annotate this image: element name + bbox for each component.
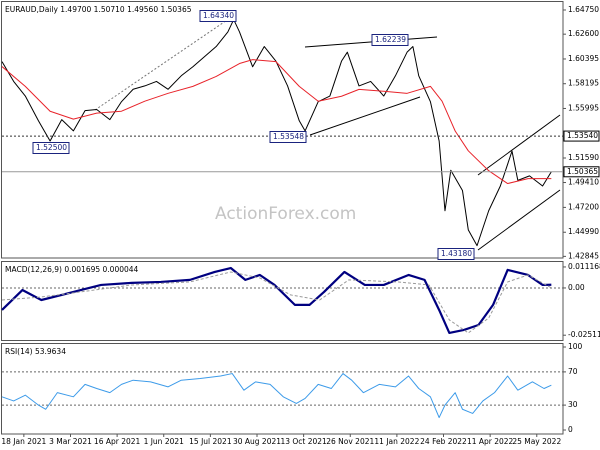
annotation-box	[199, 10, 237, 22]
y-tick-label: 0.011168	[568, 262, 600, 271]
y-tick-label: 70	[568, 367, 578, 376]
annotation-box	[437, 248, 475, 260]
y-tick-label: 1.51590	[568, 153, 599, 162]
annotation: 1.53548	[273, 132, 304, 141]
trend-line	[477, 114, 561, 176]
level-label: 1.50365	[567, 167, 598, 176]
level-label: 1.53540	[567, 131, 598, 140]
level-box	[563, 166, 600, 178]
annotation: 1.64340	[203, 11, 234, 20]
trend-line	[309, 96, 421, 136]
x-tick-label: 18 Jan 2021	[1, 437, 46, 446]
panel-title: RSI(14) 53.9634	[5, 347, 66, 356]
y-tick-label: 1.55995	[568, 103, 599, 112]
y-tick-label: 1.58195	[568, 79, 599, 88]
x-tick-label: 25 May 2022	[512, 437, 561, 446]
trend-line	[94, 17, 231, 111]
trend-line	[477, 189, 561, 251]
y-tick-label: 1.64750	[568, 5, 599, 14]
series-line	[1, 271, 552, 334]
series-line	[1, 373, 552, 419]
rsi-panel	[1, 343, 564, 435]
annotation: 1.52500	[36, 143, 67, 152]
level-box	[563, 130, 600, 142]
x-tick-label: 13 Oct 2021	[280, 437, 327, 446]
x-tick-label: 11 Apr 2022	[467, 437, 514, 446]
x-tick-label: 11 Jan 2022	[374, 437, 419, 446]
x-tick-label: 15 Jul 2021	[189, 437, 232, 446]
x-tick-label: 1 Jun 2021	[144, 437, 185, 446]
y-tick-label: 100	[568, 342, 583, 351]
annotation: 1.43180	[441, 249, 472, 258]
panel-title: EURAUD,Daily 1.49700 1.50710 1.49560 1.5…	[5, 5, 192, 14]
annotation-box	[371, 34, 409, 46]
y-tick-label: 0	[568, 425, 573, 434]
trend-line	[304, 36, 438, 48]
x-tick-label: 26 Nov 2021	[326, 437, 374, 446]
x-tick-label: 3 Mar 2021	[49, 437, 92, 446]
annotation-box	[32, 142, 70, 154]
series-line	[1, 59, 552, 185]
annotation-box	[269, 131, 307, 143]
y-tick-label: 1.62600	[568, 29, 599, 38]
y-tick-label: 1.60395	[568, 54, 599, 63]
macd-panel	[1, 261, 564, 341]
price-panel	[1, 1, 564, 259]
x-tick-label: 16 Apr 2021	[94, 437, 141, 446]
panel-title: MACD(12,26,9) 0.001695 0.000044	[5, 265, 139, 274]
x-tick-label: 30 Aug 2021	[233, 437, 281, 446]
y-tick-label: 1.49410	[568, 178, 599, 187]
y-tick-label: 30	[568, 400, 578, 409]
y-tick-label: 0.00	[568, 283, 585, 292]
y-tick-label: -0.025117	[568, 330, 600, 339]
x-tick-label: 24 Feb 2022	[420, 437, 467, 446]
series-line	[1, 19, 552, 247]
y-tick-label: 1.44990	[568, 227, 599, 236]
watermark: ActionForex.com	[215, 204, 356, 224]
annotation: 1.62239	[375, 35, 406, 44]
y-tick-label: 1.47200	[568, 202, 599, 211]
y-tick-label: 1.42845	[568, 251, 599, 260]
